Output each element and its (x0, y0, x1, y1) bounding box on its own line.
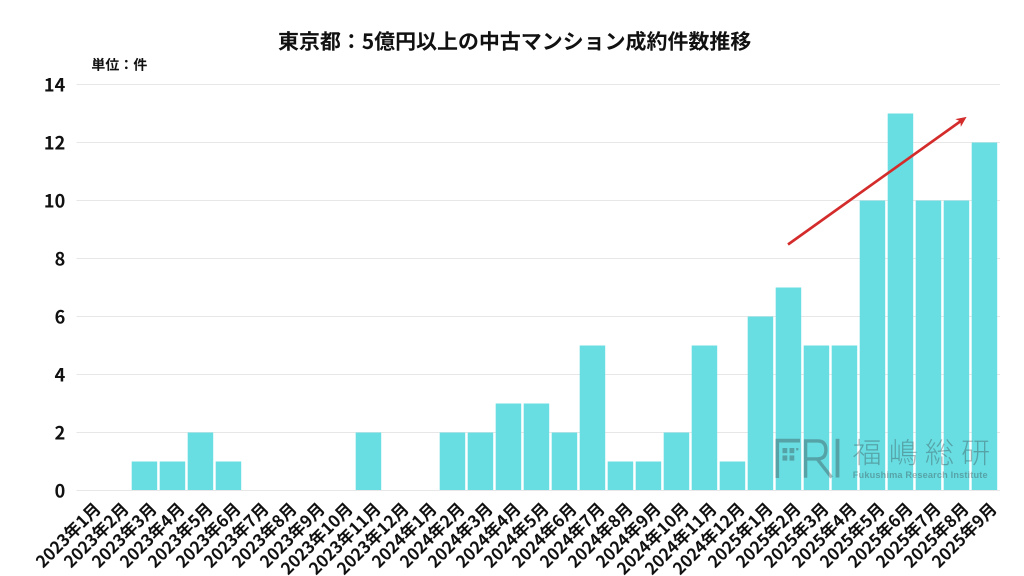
svg-text:Fukushima Research Institute: Fukushima Research Institute (853, 470, 988, 480)
